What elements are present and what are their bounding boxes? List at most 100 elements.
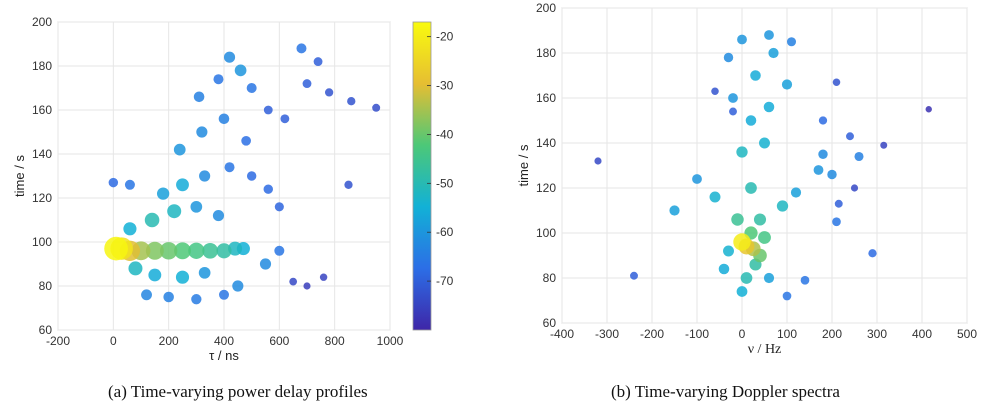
data-point: [834, 199, 843, 208]
data-point: [176, 178, 189, 192]
data-point: [280, 114, 290, 124]
x-tick-label: 800: [325, 334, 345, 348]
data-point: [223, 51, 236, 63]
data-point: [144, 212, 160, 228]
x-tick-label: 100: [777, 327, 797, 341]
data-point: [868, 249, 877, 258]
data-point: [709, 191, 721, 203]
colorbar-tick-label: -30: [436, 79, 454, 93]
chart-b: -400 -300 -200 -100 0 100 200 300 400 500 60 80 100 1…: [500, 0, 983, 414]
data-point: [163, 291, 174, 303]
x-tick-label: -300: [595, 327, 619, 341]
y-axis-label: time / s: [12, 155, 27, 197]
x-axis-label: τ / ns: [209, 348, 239, 363]
y-axis-label: time / s: [516, 144, 531, 186]
data-point: [763, 101, 775, 113]
data-point: [729, 107, 737, 116]
data-point: [737, 34, 747, 45]
data-point: [372, 103, 381, 112]
data-point: [768, 47, 779, 59]
data-point: [832, 78, 841, 87]
data-point: [175, 270, 190, 284]
data-point: [263, 184, 273, 194]
data-point: [750, 70, 761, 81]
data-point: [813, 165, 824, 175]
data-point: [156, 187, 170, 200]
chart-a: -200 0 200 400 600 800 1000 60 80 100 120 140 160 180…: [12, 15, 454, 401]
data-point: [753, 213, 767, 226]
data-point: [148, 268, 162, 282]
data-point: [145, 241, 164, 260]
x-tick-label: 0: [739, 327, 746, 341]
data-point: [832, 217, 841, 227]
data-point: [764, 30, 774, 40]
data-point: [191, 294, 202, 305]
y-tick-label: 80: [39, 279, 53, 293]
data-point: [219, 289, 229, 300]
data-point: [228, 241, 243, 256]
data-point: [692, 174, 702, 184]
data-point: [669, 205, 680, 216]
x-tick-label: -400: [550, 327, 574, 341]
data-point: [324, 88, 334, 97]
chart-b-caption: (b) Time-varying Doppler spectra: [611, 382, 840, 401]
data-point: [733, 233, 751, 251]
data-point: [594, 157, 602, 165]
data-point: [234, 64, 247, 77]
data-point: [141, 289, 152, 301]
data-point: [296, 43, 307, 54]
data-point: [846, 132, 854, 141]
data-point: [344, 180, 353, 189]
data-point: [759, 137, 770, 149]
data-point: [218, 113, 230, 125]
y-tick-label: 200: [536, 1, 556, 15]
data-point: [736, 286, 748, 297]
data-point: [104, 236, 128, 261]
x-tick-label: 200: [159, 334, 179, 348]
data-point: [259, 258, 272, 270]
data-point: [263, 105, 273, 115]
y-tick-label: 180: [32, 59, 52, 73]
chart-a-plot: -200 0 200 400 600 800 1000 60 80 100 120 140 160 180…: [12, 15, 454, 363]
data-point: [202, 242, 219, 259]
data-point: [740, 272, 753, 284]
data-point: [190, 200, 203, 213]
data-point: [718, 263, 730, 275]
data-point: [850, 184, 859, 192]
data-point: [786, 37, 797, 47]
data-point: [212, 210, 225, 222]
colorbar-tick-label: -20: [436, 30, 454, 44]
y-tick-label: 200: [32, 15, 52, 29]
colorbar-tick-label: -40: [436, 127, 454, 141]
data-point: [274, 202, 284, 212]
data-point: [232, 280, 244, 292]
data-point: [246, 171, 257, 181]
data-point: [854, 151, 864, 162]
y-tick-label: 160: [536, 91, 556, 105]
data-point: [198, 266, 211, 279]
data-point: [173, 143, 186, 156]
data-point: [723, 52, 734, 63]
data-point: [108, 177, 119, 188]
plot-area: [561, 7, 968, 324]
chart-a-caption: (a) Time-varying power delay profiles: [108, 382, 368, 401]
data-point: [731, 213, 744, 226]
colorbar-tick-label: -50: [436, 176, 454, 190]
data-point: [818, 149, 828, 159]
y-tick-label: 140: [536, 136, 556, 150]
data-point: [289, 277, 298, 286]
y-tick-label: 100: [32, 235, 52, 249]
x-tick-label: 200: [822, 327, 842, 341]
chart-b-plot: -400 -300 -200 -100 0 100 200 300 400 500 60 80 100 1…: [516, 1, 977, 357]
data-point: [174, 242, 191, 260]
x-tick-label: 500: [957, 327, 977, 341]
x-tick-label: 0: [110, 334, 117, 348]
x-tick-label: 1000: [377, 334, 404, 348]
data-point: [123, 222, 137, 236]
y-tick-label: 80: [543, 271, 557, 285]
y-tick-label: 140: [32, 147, 52, 161]
data-point: [319, 273, 328, 281]
data-point: [736, 146, 748, 158]
x-tick-label: 300: [867, 327, 887, 341]
data-point: [758, 231, 771, 244]
